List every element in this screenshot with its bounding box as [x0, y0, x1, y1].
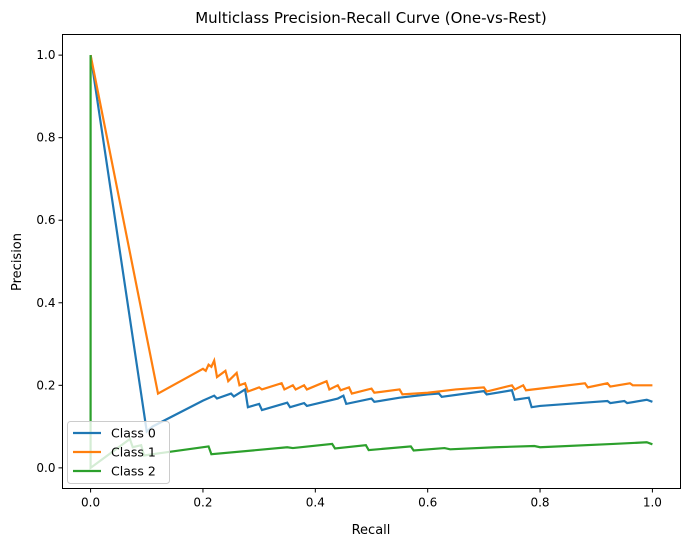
axes-frame [62, 34, 681, 489]
legend-box [67, 421, 170, 484]
plot-area: 0.0 0.2 0.4 0.6 0.8 1.0 0.0 0.2 0.4 0.6 0.8 1.0 [36, 34, 681, 510]
x-tick-label: 0.6 [418, 496, 437, 510]
x-tick-label: 0.2 [193, 496, 212, 510]
x-tick-label: 0.0 [81, 496, 100, 510]
x-axis-label: Recall [352, 523, 391, 538]
x-tick-label: 0.8 [530, 496, 549, 510]
x-tick-label: 1.0 [643, 496, 662, 510]
x-axis-ticks: 0.0 0.2 0.4 0.6 0.8 1.0 [81, 488, 662, 510]
y-tick-label: 0.2 [36, 378, 55, 392]
legend-label: Class 2 [111, 464, 156, 479]
y-tick-label: 0.4 [36, 296, 55, 310]
y-tick-label: 0.8 [36, 131, 55, 145]
series-line-class-1 [89, 54, 653, 396]
legend: Class 0 Class 1 Class 2 [67, 421, 170, 484]
y-axis-label: Precision [10, 233, 25, 291]
y-axis-ticks: 0.0 0.2 0.4 0.6 0.8 1.0 [36, 48, 63, 475]
x-tick-label: 0.4 [306, 496, 325, 510]
series-line-class-2 [89, 55, 653, 471]
series-layer [89, 54, 653, 471]
legend-label: Class 0 [111, 426, 156, 441]
series-line-class-0 [89, 54, 653, 434]
y-tick-label: 1.0 [36, 48, 55, 62]
chart-title: Multiclass Precision-Recall Curve (One-v… [195, 9, 547, 27]
y-tick-label: 0.6 [36, 213, 55, 227]
y-tick-label: 0.0 [36, 461, 55, 475]
legend-label: Class 1 [111, 445, 156, 460]
